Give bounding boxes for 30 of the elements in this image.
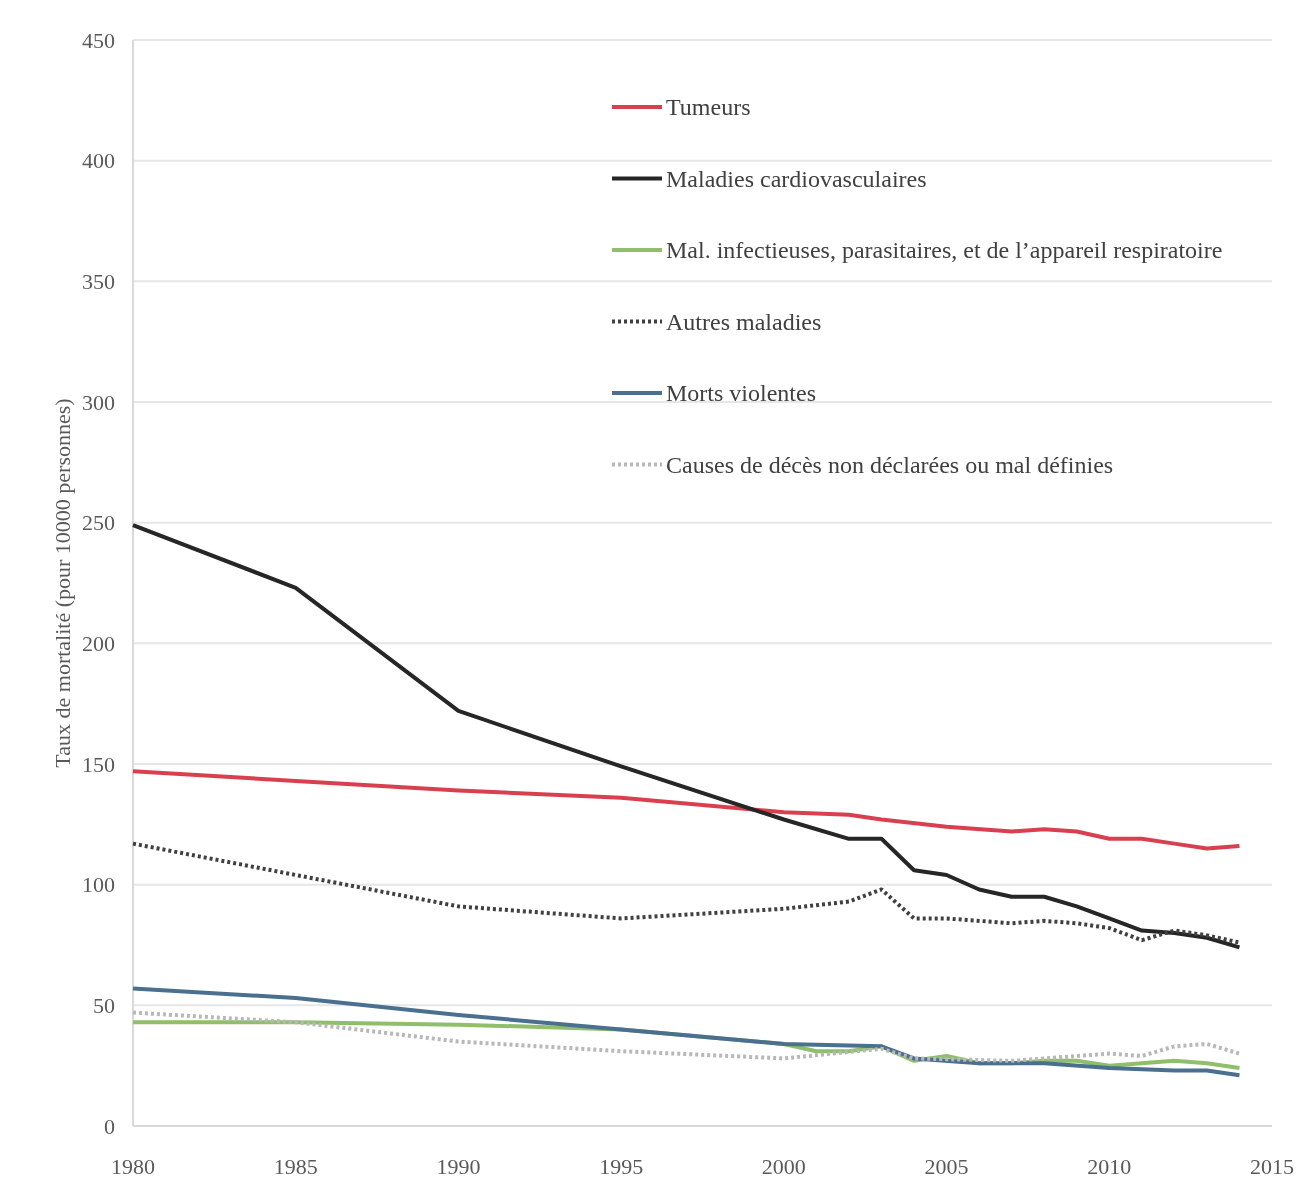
y-tick-label: 100	[82, 872, 115, 898]
x-tick-label: 2005	[924, 1154, 969, 1179]
line-series	[131, 986, 1242, 1078]
legend-label: Mal. infectieuses, parasitaires, et de l’appareil respiratoire	[666, 237, 1223, 264]
x-tick-label: 1985	[273, 1154, 318, 1179]
line-series	[131, 1010, 1242, 1063]
y-tick-label: 300	[82, 389, 115, 415]
line-series	[131, 523, 1242, 950]
line-series	[131, 841, 1242, 945]
legend-label: Causes de décès non déclarées ou mal définies	[666, 451, 1114, 478]
y-axis-title: Taux de mortalité (pour 10000 personnes)	[50, 398, 75, 768]
x-tick-label: 1980	[111, 1154, 155, 1179]
x-tick-label: 1995	[599, 1154, 644, 1179]
x-tick-label: 1990	[436, 1154, 481, 1179]
y-tick-label: 0	[104, 1113, 115, 1139]
y-tick-label: 250	[82, 510, 115, 536]
y-tick-label: 350	[82, 269, 115, 295]
legend-label: Tumeurs	[666, 94, 751, 121]
y-tick-label: 150	[82, 751, 115, 777]
legend-label: Maladies cardiovasculaires	[666, 165, 927, 192]
y-tick-label: 450	[82, 27, 115, 53]
x-tick-label: 2000	[761, 1154, 806, 1179]
y-tick-label: 400	[82, 148, 115, 174]
legend-label: Morts violentes	[666, 380, 816, 407]
x-tick-label: 2010	[1087, 1154, 1132, 1179]
legend-label: Autres maladies	[666, 308, 822, 335]
line-series	[131, 769, 1242, 851]
x-tick-label: 2015	[1250, 1154, 1294, 1179]
y-tick-label: 200	[82, 631, 115, 657]
y-tick-label: 50	[93, 993, 115, 1019]
